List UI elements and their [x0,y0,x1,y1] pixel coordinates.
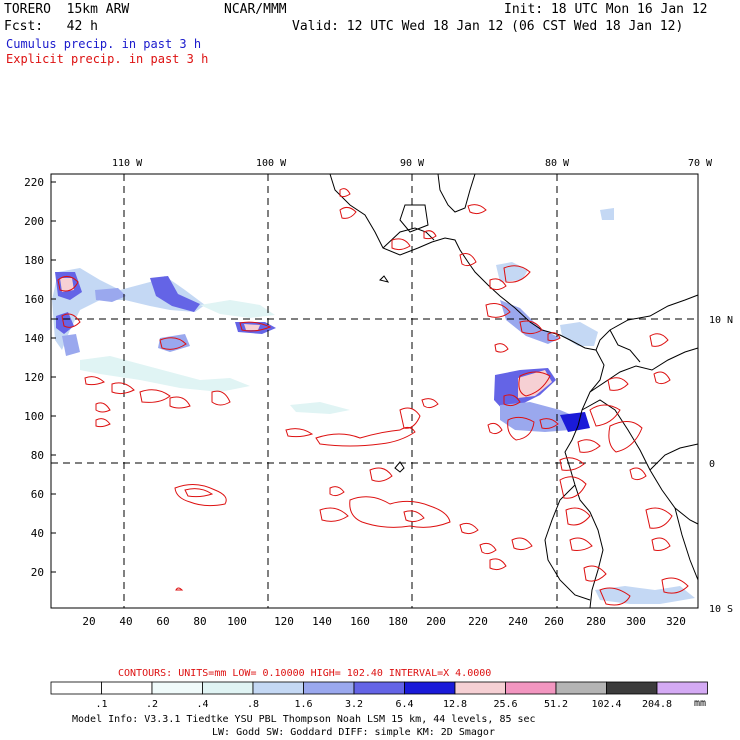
colorbar-swatch [202,681,254,695]
svg-text:100: 100 [24,410,44,423]
colorbar-label: .4 [196,699,208,710]
colorbar-label: .1 [95,699,107,710]
colorbar-label: 204.8 [642,699,672,710]
lat-lon-grid [51,174,698,608]
organization-label: NCAR/MMM [224,2,287,17]
map-frame [50,173,699,609]
colorbar-swatch [454,681,506,695]
colorbar: .1 .2 .4 .8 1.6 3.2 6.4 12.8 25.6 51.2 102.4 204.8 [50,681,708,710]
axis-ticks [51,181,56,573]
colorbar-label: 25.6 [493,699,517,710]
colorbar-swatch [404,681,456,695]
forecast-hour: Fcst: 42 h [4,19,98,34]
colorbar-swatch [505,681,557,695]
lat-labels: 10 N 0 10 S [709,315,733,615]
colorbar-label: 3.2 [345,699,363,710]
colorbar-label: 6.4 [395,699,413,710]
svg-text:240: 240 [508,615,528,628]
model-info-line1: Model Info: V3.3.1 Tiedtke YSU PBL Thomp… [72,714,536,725]
svg-text:320: 320 [666,615,686,628]
colorbar-label: .2 [146,699,158,710]
lat-label-10s: 10 S [709,604,733,615]
colorbar-swatch [151,681,203,695]
legend-cumulus: Cumulus precip. in past 3 h [6,37,202,51]
x-tick-labels: 20 40 60 80 100 120 140 160 180 200 220 … [82,615,686,628]
svg-text:180: 180 [24,254,44,267]
svg-text:200: 200 [24,215,44,228]
svg-text:40: 40 [119,615,132,628]
colorbar-swatch [656,681,708,695]
contour-info: CONTOURS: UNITS=mm LOW= 0.10000 HIGH= 10… [118,668,491,679]
svg-text:220: 220 [24,176,44,189]
svg-text:300: 300 [626,615,646,628]
colorbar-swatch [555,681,607,695]
svg-text:80: 80 [31,449,44,462]
svg-text:160: 160 [24,293,44,306]
svg-text:220: 220 [468,615,488,628]
valid-time: Valid: 12 UTC Wed 18 Jan 12 (06 CST Wed … [292,19,684,34]
lon-label-80w: 80 W [545,158,570,169]
model-title: TORERO 15km ARW [4,2,130,17]
colorbar-swatch [252,681,304,695]
colorbar-units: mm [694,698,706,709]
svg-text:20: 20 [31,566,44,579]
lon-label-90w: 90 W [400,158,425,169]
colorbar-swatch [353,681,405,695]
explicit-precip-contours [57,188,689,606]
svg-text:160: 160 [350,615,370,628]
legend-explicit: Explicit precip. in past 3 h [6,52,209,66]
cumulus-shading [52,208,695,604]
svg-text:120: 120 [24,371,44,384]
svg-text:120: 120 [274,615,294,628]
svg-text:140: 140 [312,615,332,628]
colorbar-swatch [606,681,658,695]
svg-text:180: 180 [388,615,408,628]
svg-text:100: 100 [227,615,247,628]
y-tick-labels: 220 200 180 160 140 120 100 80 60 40 20 [24,176,44,579]
lon-label-110w: 110 W [112,158,143,169]
svg-text:260: 260 [544,615,564,628]
svg-text:60: 60 [156,615,169,628]
colorbar-label: 12.8 [443,699,467,710]
colorbar-label: 51.2 [544,699,568,710]
colorbar-swatch [50,681,102,695]
svg-text:60: 60 [31,488,44,501]
svg-text:140: 140 [24,332,44,345]
model-info-line2: LW: Godd SW: Goddard DIFF: simple KM: 2D… [212,727,495,738]
colorbar-label: 102.4 [591,699,621,710]
svg-text:40: 40 [31,527,44,540]
lat-label-10n: 10 N [709,315,733,326]
lat-label-0: 0 [709,459,715,470]
svg-text:280: 280 [586,615,606,628]
colorbar-label: .8 [247,699,259,710]
svg-text:20: 20 [82,615,95,628]
lon-labels: 110 W 100 W 90 W 80 W 70 W [112,158,713,169]
init-time: Init: 18 UTC Mon 16 Jan 12 [504,2,708,17]
colorbar-swatch [101,681,153,695]
colorbar-swatch [303,681,355,695]
svg-text:80: 80 [193,615,206,628]
svg-text:200: 200 [426,615,446,628]
lon-label-70w: 70 W [688,158,713,169]
colorbar-label: 1.6 [294,699,312,710]
lon-label-100w: 100 W [256,158,287,169]
